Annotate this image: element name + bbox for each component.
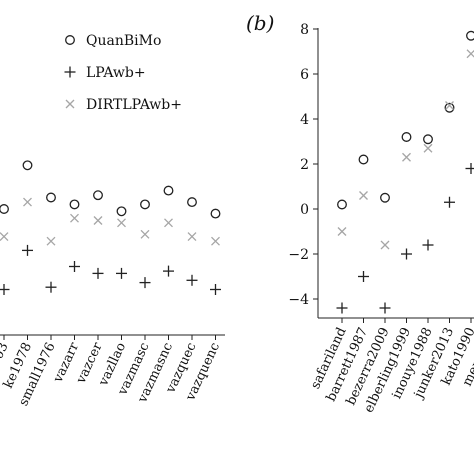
panel-b: −4−202468safarilandbarrett1987bezerra200… <box>288 22 474 415</box>
point-a-plus <box>0 284 10 295</box>
panel-b-label: (b) <box>246 11 274 35</box>
point-a-circle <box>0 204 9 214</box>
point-a-plus <box>45 281 57 293</box>
point-a-circle <box>187 197 197 208</box>
point-a-circle <box>163 185 174 196</box>
point-a-x <box>117 218 126 228</box>
y-tick-label-b: 8 <box>300 22 309 38</box>
point-b-circle <box>380 192 390 203</box>
legend-marker-x <box>65 99 75 109</box>
point-b-circle <box>401 132 412 142</box>
point-b-plus <box>379 302 391 314</box>
point-b-plus <box>422 239 434 251</box>
point-a-plus <box>186 274 198 286</box>
point-a-x <box>93 216 103 225</box>
y-tick-label-b: 6 <box>300 67 309 83</box>
point-a-x <box>187 232 197 242</box>
point-a-circle <box>22 160 33 171</box>
point-b-x <box>337 227 347 236</box>
point-b-x <box>402 152 411 162</box>
point-b-circle <box>444 102 455 113</box>
point-a-plus <box>116 267 127 279</box>
point-a-circle <box>210 208 221 219</box>
point-b-x <box>380 240 390 250</box>
point-b-x <box>445 101 454 110</box>
legend-marker-circle <box>65 35 75 45</box>
point-b-x <box>466 49 474 59</box>
point-b-circle <box>466 30 474 41</box>
point-b-x <box>423 143 433 153</box>
y-tick-label-b: −2 <box>288 247 309 263</box>
y-tick-label-b: 4 <box>300 112 309 128</box>
legend-marker-plus <box>64 66 76 78</box>
y-tick-label-b: −4 <box>288 292 309 308</box>
point-a-circle <box>93 190 103 201</box>
point-a-circle <box>116 206 127 217</box>
y-tick-label-b: 0 <box>300 202 309 218</box>
point-b-plus <box>465 163 474 174</box>
point-a-x <box>0 232 9 242</box>
point-b-plus <box>444 196 455 208</box>
legend-label: QuanBiMo <box>86 33 161 49</box>
point-a-x <box>164 218 173 228</box>
legend-label: DIRTLPAwb+ <box>86 97 182 113</box>
point-a-x <box>70 213 79 223</box>
point-b-x <box>359 191 368 200</box>
legend: QuanBiMo LPAwb+ DIRTLPAwb+ <box>64 33 182 113</box>
point-a-x <box>211 236 220 246</box>
point-a-x <box>23 197 32 207</box>
point-a-circle <box>140 199 150 210</box>
point-b-circle <box>423 134 433 145</box>
point-a-plus <box>69 261 80 272</box>
point-b-circle <box>337 199 347 210</box>
point-a-plus <box>22 244 33 256</box>
point-a-circle <box>46 192 56 203</box>
point-a-plus <box>139 277 151 289</box>
panel-a: 003ke1978small1976vazarrvazcervazllaovaz… <box>0 160 225 408</box>
legend-label: LPAwb+ <box>86 65 146 81</box>
point-b-plus <box>336 302 348 314</box>
point-a-x <box>140 229 150 239</box>
point-b-plus <box>358 271 369 282</box>
y-tick-label-b: 2 <box>300 157 309 173</box>
x-tick-label-a: 003 <box>0 340 12 369</box>
point-a-circle <box>69 199 80 210</box>
point-a-plus <box>210 284 221 295</box>
point-b-plus <box>401 248 412 260</box>
point-a-plus <box>92 267 104 279</box>
point-b-circle <box>358 154 369 165</box>
point-a-plus <box>163 265 174 277</box>
point-a-x <box>46 236 56 246</box>
